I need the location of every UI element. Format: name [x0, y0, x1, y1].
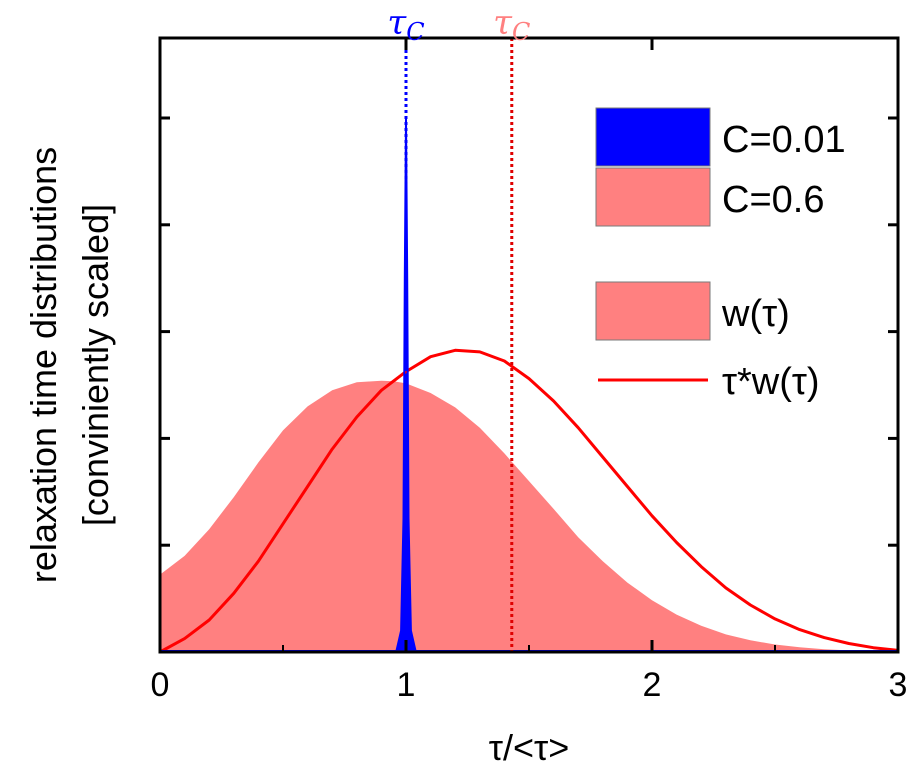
- x-tick-label: 0: [151, 666, 170, 704]
- y-axis-label-line-0: relaxation time distributions: [23, 147, 64, 583]
- x-tick-label: 3: [889, 666, 908, 704]
- x-tick-label: 1: [397, 666, 416, 704]
- legend-label-0: C=0.01: [722, 119, 846, 161]
- legend-swatch-1: [595, 167, 711, 227]
- legend-swatch-2: [595, 281, 711, 341]
- legend-label-1: C=0.6: [722, 179, 824, 221]
- x-tick-label: 2: [643, 666, 662, 704]
- series-outline-2: [394, 117, 418, 653]
- y-axis-label-line-1: [conviniently scaled]: [75, 204, 116, 526]
- tau-c-label-0: τC: [387, 3, 424, 46]
- tau-c-label-1: τC: [493, 3, 530, 46]
- series-area-2: [396, 118, 416, 652]
- series-line-1: [159, 348, 899, 654]
- legend-swatch-0: [595, 107, 711, 167]
- legend-label-3: τ*w(τ): [722, 361, 820, 403]
- x-axis-label: τ/<τ>: [489, 727, 570, 768]
- series-area-0: [160, 380, 898, 652]
- legend-label-2: w(τ): [721, 293, 790, 335]
